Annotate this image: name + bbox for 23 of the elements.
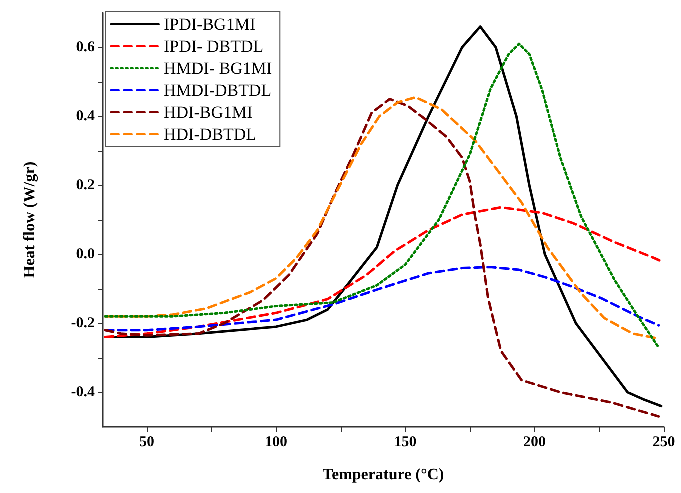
y-tick-label: -0.4 <box>71 384 96 400</box>
x-tick-label: 150 <box>394 434 417 450</box>
legend-label: IPDI- DBTDL <box>164 37 264 56</box>
legend-label: HMDI-DBTDL <box>164 81 272 100</box>
y-tick-label: 0.4 <box>76 108 96 124</box>
x-tick-label: 50 <box>139 434 154 450</box>
line-series <box>104 266 660 332</box>
x-tick-label: 250 <box>652 434 676 450</box>
y-axis-title: Heat flow (W/gr) <box>22 162 38 278</box>
y-tick-label: -0.2 <box>71 316 95 332</box>
legend-label: HMDI- BG1MI <box>164 59 272 78</box>
y-tick-label: 0.0 <box>76 246 95 262</box>
line-series <box>104 98 660 418</box>
y-tick-label: 0.6 <box>76 40 96 56</box>
line-series <box>104 206 663 339</box>
x-axis-title: Temperature (°C) <box>322 466 444 484</box>
legend-label: HDI-DBTDL <box>164 125 257 144</box>
y-tick-label: 0.2 <box>76 178 95 194</box>
line-series <box>104 42 660 349</box>
x-tick-label: 200 <box>523 434 546 450</box>
x-tick-label: 100 <box>264 434 288 450</box>
legend-label: IPDI-BG1MI <box>164 15 256 34</box>
legend-label: HDI-BG1MI <box>164 103 254 122</box>
